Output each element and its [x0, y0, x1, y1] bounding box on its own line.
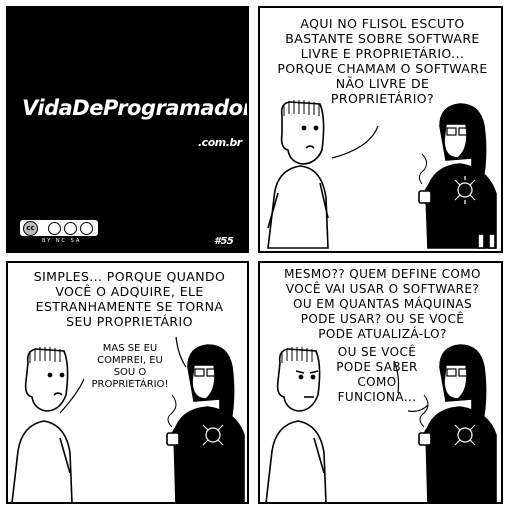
plain-guy-figure — [265, 347, 327, 502]
license-labels: BY NC SA — [42, 238, 81, 244]
long-hair-guy-figure — [418, 344, 497, 502]
plain-guy-figure — [11, 347, 73, 502]
panel-3-art — [11, 336, 245, 502]
logo-text: VidaDeProgramador — [22, 96, 249, 120]
long-hair-guy-figure — [166, 344, 245, 502]
speech-tail-reply — [59, 378, 85, 414]
logo-domain: .com.br — [198, 136, 242, 149]
panel-3: SIMPLES... PORQUE QUANDO VOCÊ O ADQUIRE,… — [6, 261, 249, 504]
license-nc: NC — [55, 238, 68, 244]
license-by: BY — [42, 238, 53, 244]
plain-guy-figure — [267, 100, 329, 249]
speech-tail — [331, 125, 379, 159]
speech-tail-extra — [407, 404, 429, 412]
panel-2-art — [267, 100, 497, 249]
shirt-emblem-icon — [454, 176, 476, 204]
title-panel: VidaDeProgramador .com.br cc BY NC SA #5… — [6, 6, 249, 253]
speech-tail-main — [175, 336, 187, 368]
speech-tail-main — [393, 360, 400, 394]
license-badge: cc — [20, 220, 98, 236]
speech-bubble-explanation: SIMPLES... PORQUE QUANDO VOCÊ O ADQUIRE,… — [33, 269, 226, 329]
shirt-emblem-icon — [454, 424, 476, 446]
speech-bubble-reply: MAS SE EU COMPREI, EU SOU O PROPRIETÁRIO… — [91, 343, 169, 390]
by-icon — [48, 222, 61, 235]
cc-icon: cc — [23, 221, 38, 236]
sa-icon — [80, 222, 93, 235]
speech-bubble-rebuttal: MESMO?? QUEM DEFINE COMO VOCÊ VAI USAR O… — [284, 267, 481, 341]
speech-bubble-question: AQUI NO FLISOL ESCUTO BASTANTE SOBRE SOF… — [277, 16, 488, 106]
shirt-emblem-icon — [202, 424, 224, 446]
panel-2: AQUI NO FLISOL ESCUTO BASTANTE SOBRE SOF… — [258, 6, 503, 253]
strip-number: #55 — [214, 236, 234, 247]
nc-icon — [64, 222, 77, 235]
panel-4: MESMO?? QUEM DEFINE COMO VOCÊ VAI USAR O… — [258, 261, 503, 504]
license-sa: SA — [70, 238, 82, 244]
panel-4-art — [265, 344, 497, 502]
speech-bubble-followup: OU SE VOCÊ PODE SABER COMO FUNCIONA... — [336, 345, 418, 404]
long-hair-guy-figure — [418, 103, 497, 249]
